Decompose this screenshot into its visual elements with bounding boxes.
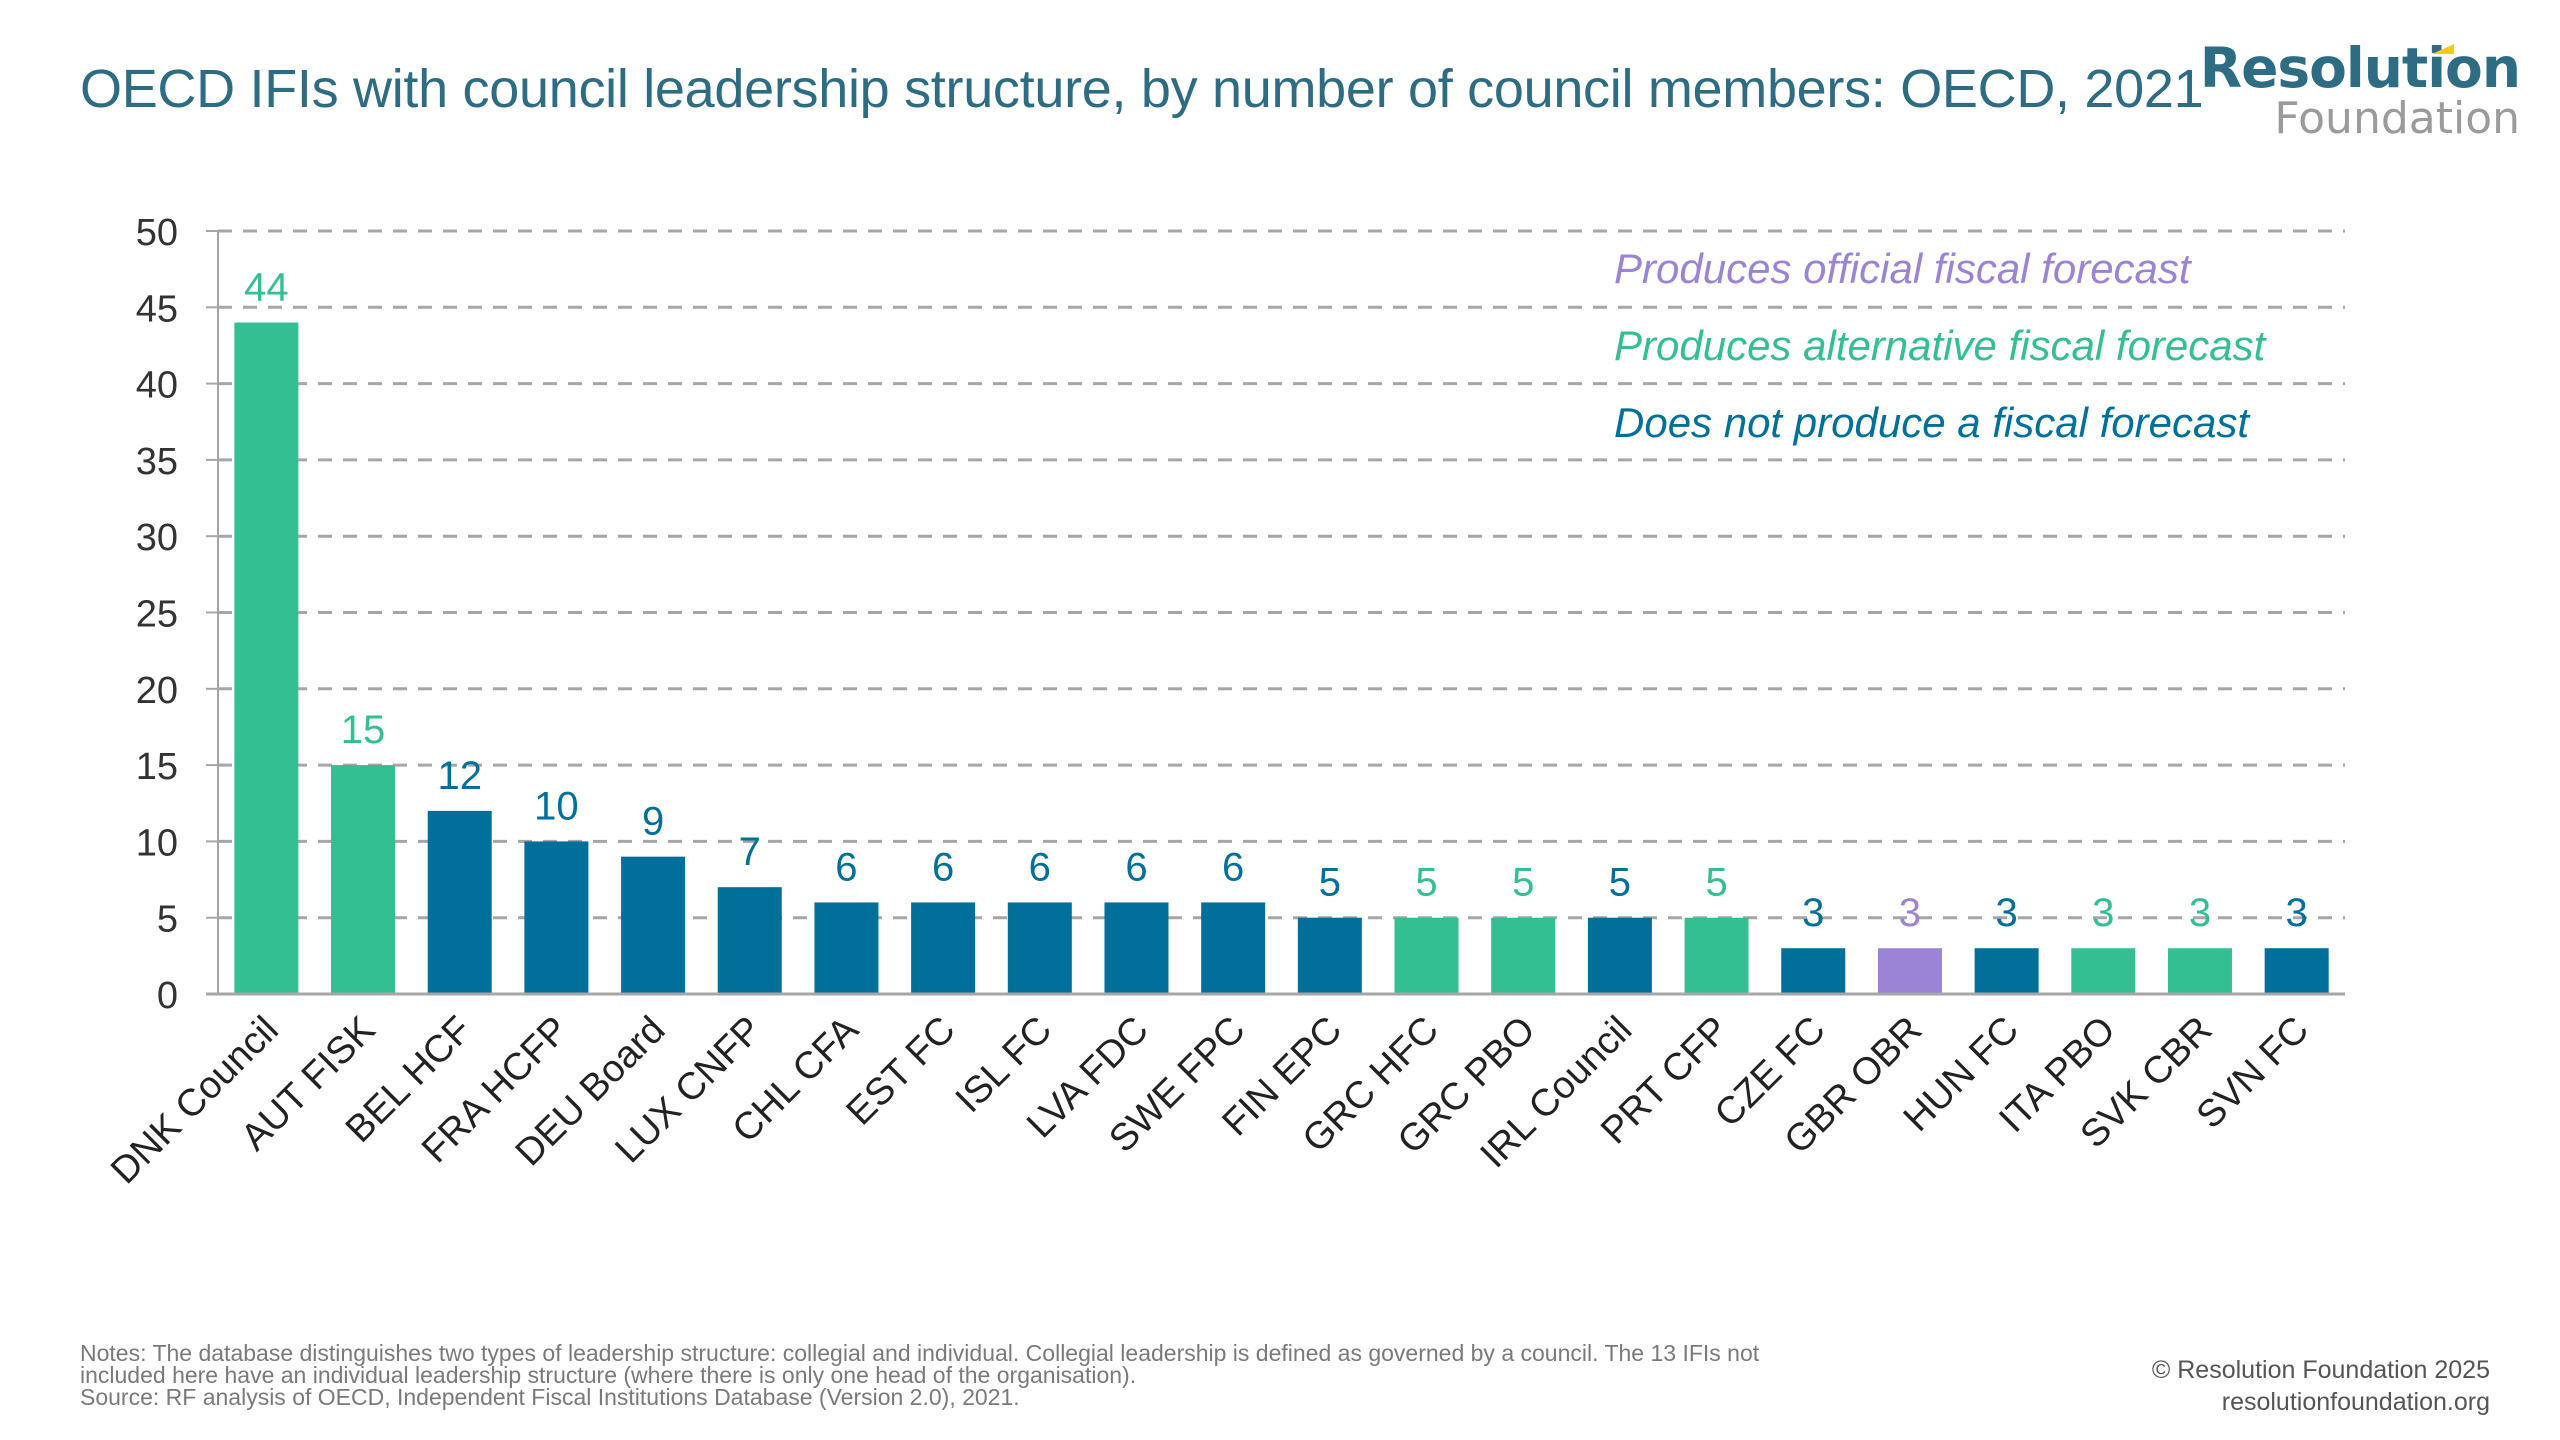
data-label: 44 (244, 266, 289, 310)
y-tick-label: 45 (136, 288, 178, 330)
footer-credit: © Resolution Foundation 2025 resolutionf… (2152, 1354, 2490, 1418)
footer-notes: Notes: The database distinguishes two ty… (80, 1340, 2080, 1410)
data-label: 6 (1029, 845, 1051, 889)
logo-accent-icon (2432, 44, 2454, 54)
data-label: 3 (2189, 891, 2211, 935)
data-labels: 44 15 12 10 9 7 6 6 6 6 6 5 5 5 5 5 3 3 3 3 3 3 (244, 266, 2308, 936)
y-tick-label: 50 (136, 212, 178, 254)
resolution-foundation-logo: Resolution Foundation (2200, 40, 2521, 144)
data-label: 3 (1995, 891, 2017, 935)
data-label: 9 (642, 800, 664, 844)
data-label: 6 (835, 845, 857, 889)
bar (1201, 902, 1266, 994)
bar (717, 887, 782, 994)
bar (1297, 917, 1362, 994)
y-tick-label: 10 (136, 822, 178, 864)
notes-line-2: included here have an individual leaders… (80, 1362, 1137, 1388)
y-tick-label: 40 (136, 365, 178, 407)
y-tick-label: 0 (157, 975, 178, 1017)
bar (427, 810, 492, 994)
bar (1974, 948, 2039, 994)
data-label: 3 (2286, 891, 2308, 935)
bar (1394, 917, 1459, 994)
data-label: 3 (1899, 891, 1921, 935)
data-label: 7 (739, 830, 761, 874)
data-label: 6 (1222, 845, 1244, 889)
data-label: 5 (1609, 861, 1631, 905)
y-tick-label: 30 (136, 517, 178, 559)
bars (234, 322, 2329, 994)
y-tick-label: 25 (136, 594, 178, 636)
y-tick-label: 5 (157, 899, 178, 941)
bar (1684, 917, 1749, 994)
legend: Produces official fiscal forecast Produce… (1614, 245, 2268, 446)
legend-item-alternative: Produces alternative fiscal forecast (1614, 322, 2268, 369)
axes (206, 231, 2345, 996)
x-tick-label: EST FC (839, 1009, 964, 1134)
data-label: 3 (2092, 891, 2114, 935)
data-label: 6 (1125, 845, 1147, 889)
y-tick-label: 15 (136, 746, 178, 788)
bar (524, 841, 589, 994)
bar (234, 322, 299, 994)
legend-item-official: Produces official fiscal forecast (1614, 245, 2193, 292)
source-line: Source: RF analysis of OECD, Independent… (80, 1384, 1020, 1410)
bar (2071, 948, 2136, 994)
data-label: 15 (341, 708, 386, 752)
data-label: 5 (1705, 861, 1727, 905)
logo-wordmark-line2: Foundation (2274, 93, 2520, 144)
website-link[interactable]: resolutionfoundation.org (2221, 1388, 2490, 1416)
data-label: 10 (534, 784, 579, 828)
bar (1781, 948, 1846, 994)
data-label: 12 (437, 754, 482, 798)
notes-line-1: Notes: The database distinguishes two ty… (80, 1340, 1760, 1366)
bar (1491, 917, 1556, 994)
bar (2167, 948, 2232, 994)
data-label: 5 (1512, 861, 1534, 905)
bar (1587, 917, 1652, 994)
copyright-text: © Resolution Foundation 2025 (2151, 1356, 2490, 1384)
data-label: 5 (1415, 861, 1437, 905)
chart-title: OECD IFIs with council leadership struct… (80, 59, 2204, 119)
bar (331, 765, 396, 994)
bar (814, 902, 879, 994)
bar (2264, 948, 2329, 994)
bar (1104, 902, 1169, 994)
logo-wordmark-line1: Resolution (2200, 40, 2521, 96)
x-tick-label: DNK Council (103, 1009, 287, 1193)
y-tick-label: 35 (136, 441, 178, 483)
legend-item-none: Does not produce a fiscal forecast (1614, 399, 2251, 446)
data-label: 5 (1319, 861, 1341, 905)
data-label: 3 (1802, 891, 1824, 935)
bar (911, 902, 976, 994)
bar (1877, 948, 1942, 994)
bar (621, 856, 686, 994)
logo-text-resolution: Resolution (2199, 36, 2521, 100)
y-axis-ticks: 0 5 10 15 20 25 30 35 40 45 50 (136, 212, 178, 1017)
data-label: 6 (932, 845, 954, 889)
y-tick-label: 20 (136, 670, 178, 712)
bar (1007, 902, 1072, 994)
